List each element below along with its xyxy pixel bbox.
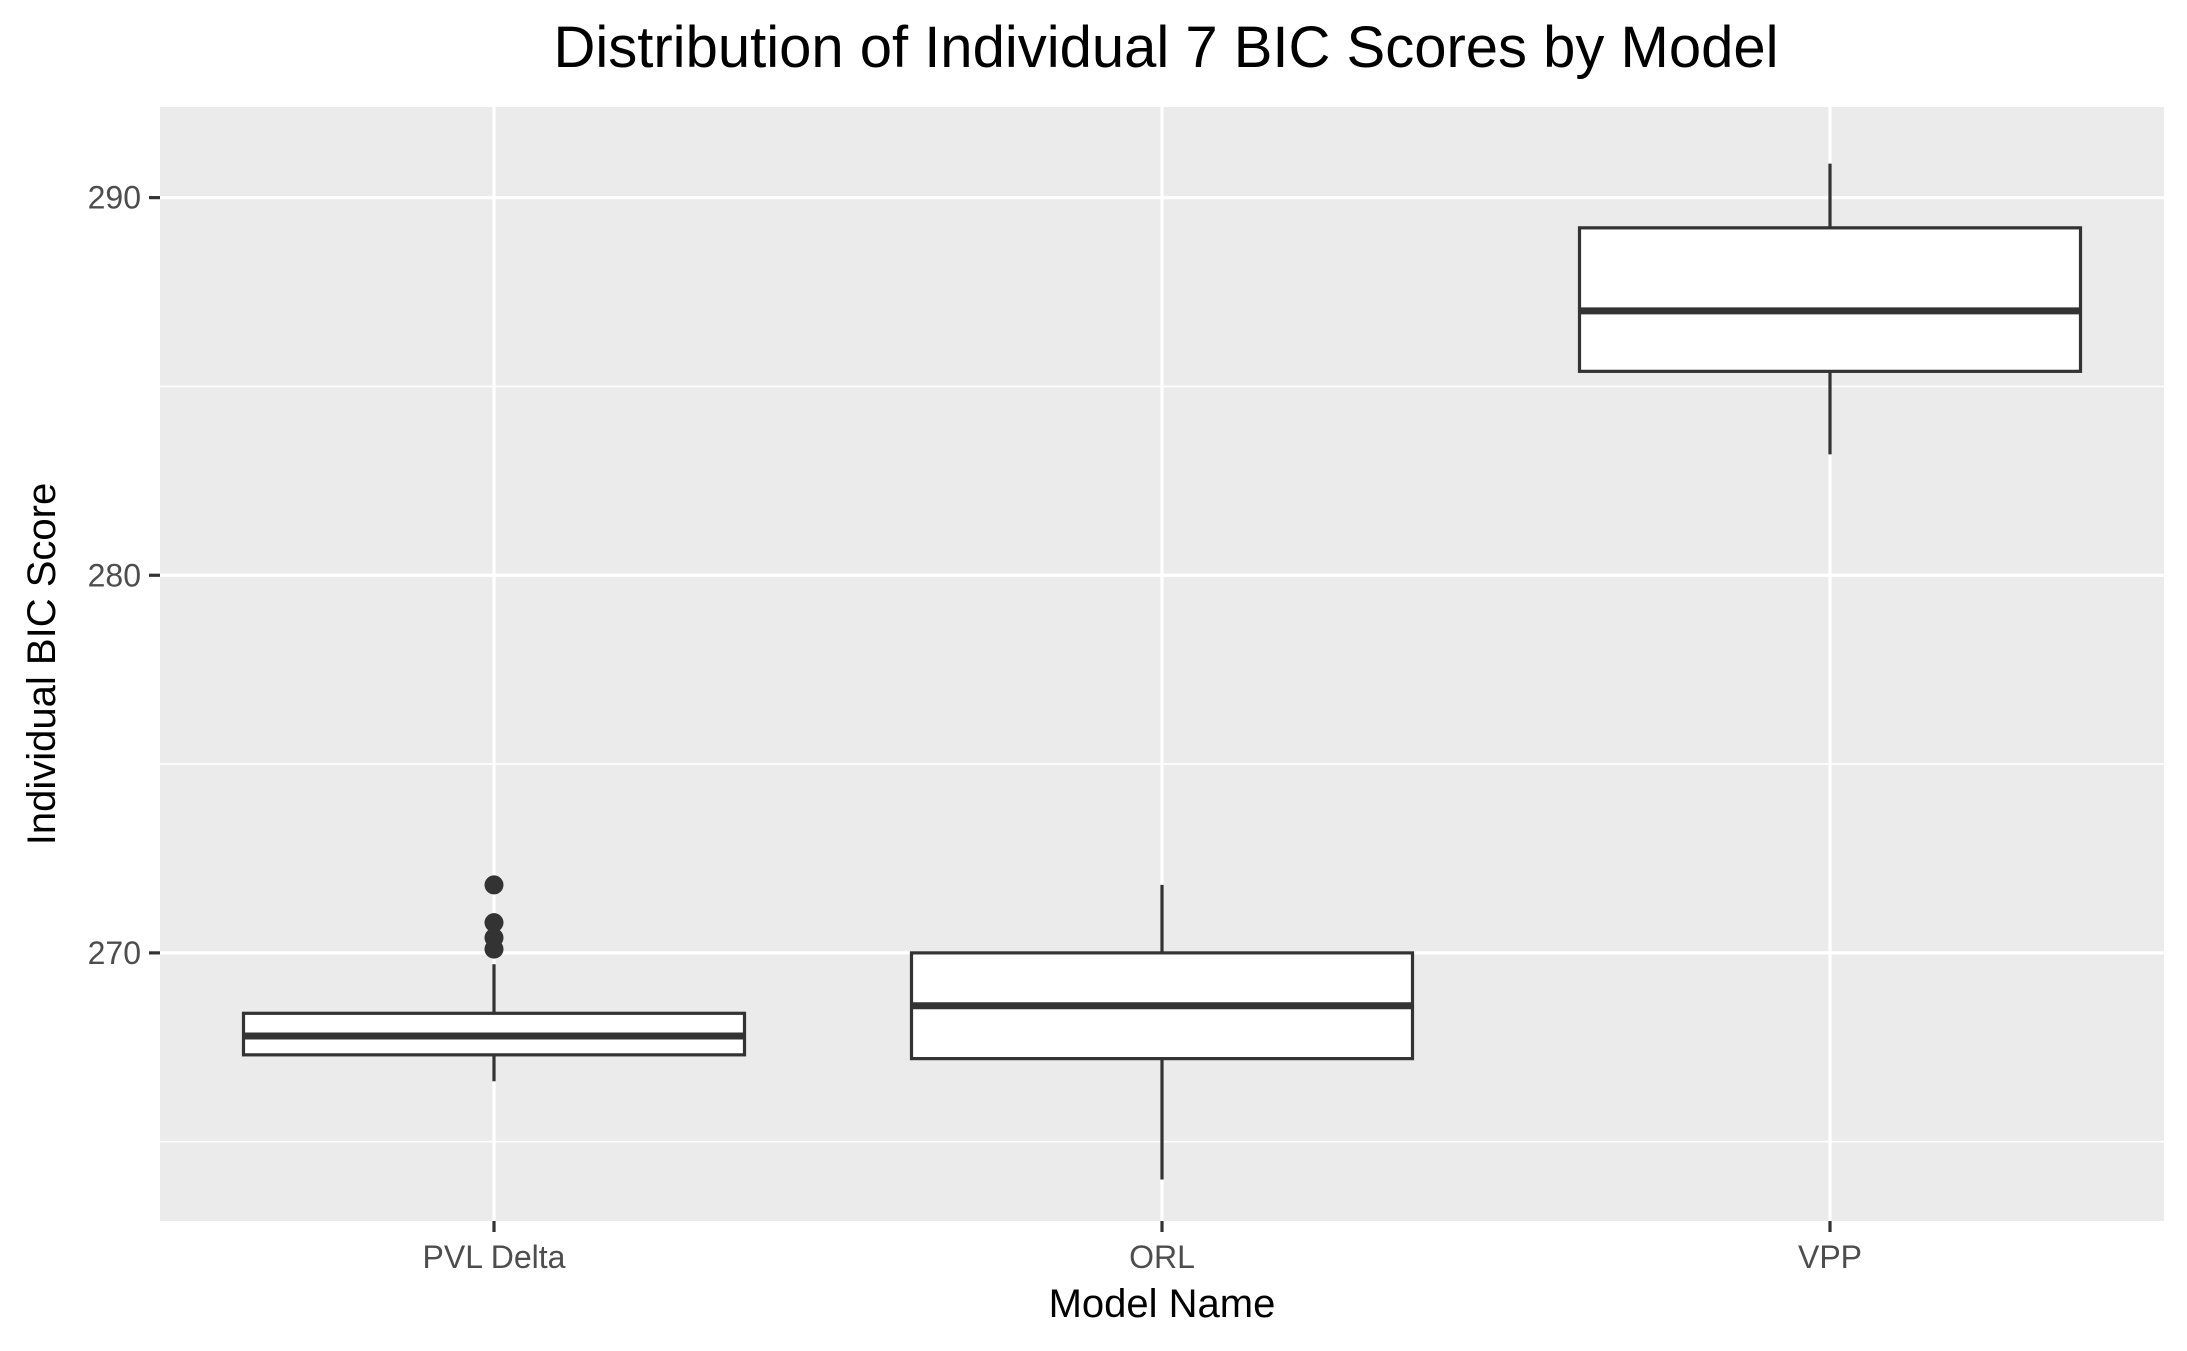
outlier-point [484,913,504,933]
chart-title: Distribution of Individual 7 BIC Scores … [553,15,1778,80]
box-orl [909,884,1415,1180]
interquartile-box [1577,226,2083,373]
y-axis-title: Individual BIC Score [20,483,64,845]
y-tick-label: 270 [88,935,141,971]
x-tick-label: VPP [1798,1239,1862,1275]
x-tick-label: ORL [1129,1239,1195,1275]
outlier-point [484,875,504,895]
boxes [241,163,2083,1180]
y-tick-label: 290 [88,180,141,216]
axes: 270 280 290 PVL Delta ORL VPP [88,180,1862,1275]
box-pvl-delta [241,875,747,1082]
x-tick-label: PVL Delta [423,1239,566,1275]
y-tick-label: 280 [88,557,141,593]
x-axis-title: Model Name [1049,1282,1276,1326]
outlier-point [484,928,504,948]
box-vpp [1577,163,2083,455]
